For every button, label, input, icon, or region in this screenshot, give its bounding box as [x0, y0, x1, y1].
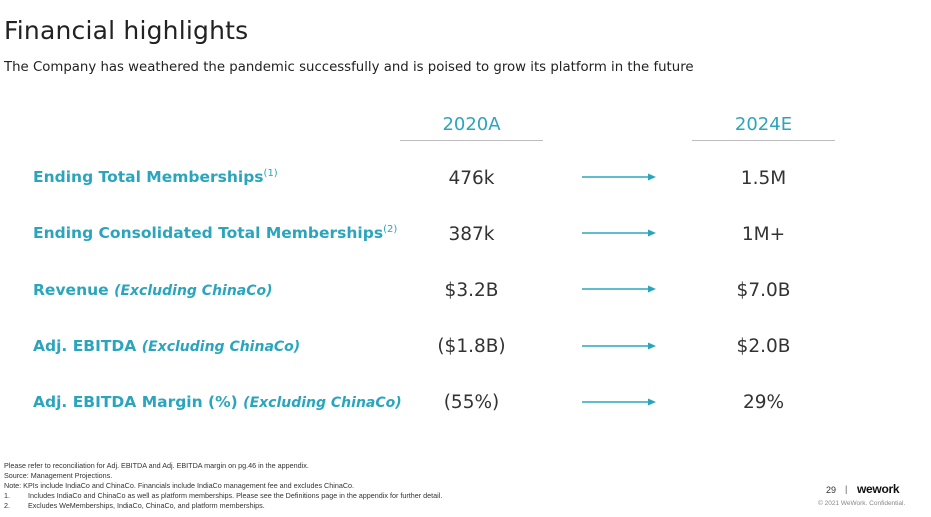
value-2020a: 476k	[448, 168, 495, 189]
footnote-text: Includes IndiaCo and ChinaCo as well as …	[28, 491, 443, 500]
value-2024e: $7.0B	[736, 280, 791, 301]
wework-logo: wework	[857, 482, 900, 496]
footnote-line: Note: KPIs include IndiaCo and ChinaCo. …	[4, 481, 355, 490]
page-subtitle: The Company has weathered the pandemic s…	[4, 60, 694, 75]
column-rule-2024e	[692, 140, 835, 141]
row-label-text: Adj. EBITDA Margin (%)	[33, 393, 238, 411]
arrow-right-icon	[582, 229, 656, 237]
value-2020a: ($1.8B)	[437, 336, 506, 357]
row-label-text: Ending Consolidated Total Memberships	[33, 224, 384, 243]
footnote-text: Excludes WeMemberships, IndiaCo, ChinaCo…	[28, 501, 265, 510]
row-label-consolidated-memberships: Ending Consolidated Total Memberships(2)	[33, 224, 397, 242]
arrow-right-icon	[582, 173, 656, 181]
row-label-qualifier: (Excluding ChinaCo)	[114, 283, 273, 299]
footnote-ref: (2)	[383, 224, 398, 235]
value-2024e: 1.5M	[740, 168, 787, 189]
value-2024e: 29%	[742, 392, 785, 413]
footnote-item: 1. Includes IndiaCo and ChinaCo as well …	[4, 491, 442, 501]
column-rule-2020a	[400, 140, 543, 141]
arrow-right-icon	[582, 398, 656, 406]
row-label-revenue: Revenue (Excluding ChinaCo)	[33, 281, 273, 299]
value-2024e: 1M+	[741, 224, 786, 245]
row-label-text: Adj. EBITDA	[33, 337, 137, 355]
arrow-right-icon	[582, 285, 656, 293]
page-number: 29	[826, 485, 837, 495]
confidential-notice: © 2021 WeWork. Confidential.	[818, 500, 906, 507]
value-2020a: (55%)	[443, 392, 500, 413]
row-label-adj-ebitda-margin: Adj. EBITDA Margin (%) (Excluding ChinaC…	[33, 393, 402, 411]
footer-separator: |	[845, 484, 848, 494]
column-header-2024e: 2024E	[734, 114, 793, 135]
row-label-qualifier: (Excluding ChinaCo)	[243, 395, 402, 411]
value-2020a: $3.2B	[444, 280, 499, 301]
arrow-right-icon	[582, 342, 656, 350]
footnotes: Please refer to reconciliation for Adj. …	[4, 461, 442, 511]
footnote-line: Source: Management Projections.	[4, 471, 113, 480]
row-label-adj-ebitda: Adj. EBITDA (Excluding ChinaCo)	[33, 337, 300, 355]
footnote-ref: (1)	[263, 168, 278, 179]
column-header-2020a: 2020A	[442, 114, 501, 135]
value-2020a: 387k	[448, 224, 495, 245]
value-2024e: $2.0B	[736, 336, 791, 357]
footnote-line: Please refer to reconciliation for Adj. …	[4, 461, 309, 470]
footnote-number: 2.	[4, 501, 10, 510]
row-label-text: Revenue	[33, 281, 109, 299]
row-label-total-memberships: Ending Total Memberships(1)	[33, 168, 278, 186]
footnote-item: 2. Excludes WeMemberships, IndiaCo, Chin…	[4, 501, 442, 511]
footnote-number: 1.	[4, 491, 10, 500]
row-label-qualifier: (Excluding ChinaCo)	[141, 339, 301, 355]
page-title: Financial highlights	[4, 16, 249, 45]
row-label-text: Ending Total Memberships	[33, 168, 264, 187]
